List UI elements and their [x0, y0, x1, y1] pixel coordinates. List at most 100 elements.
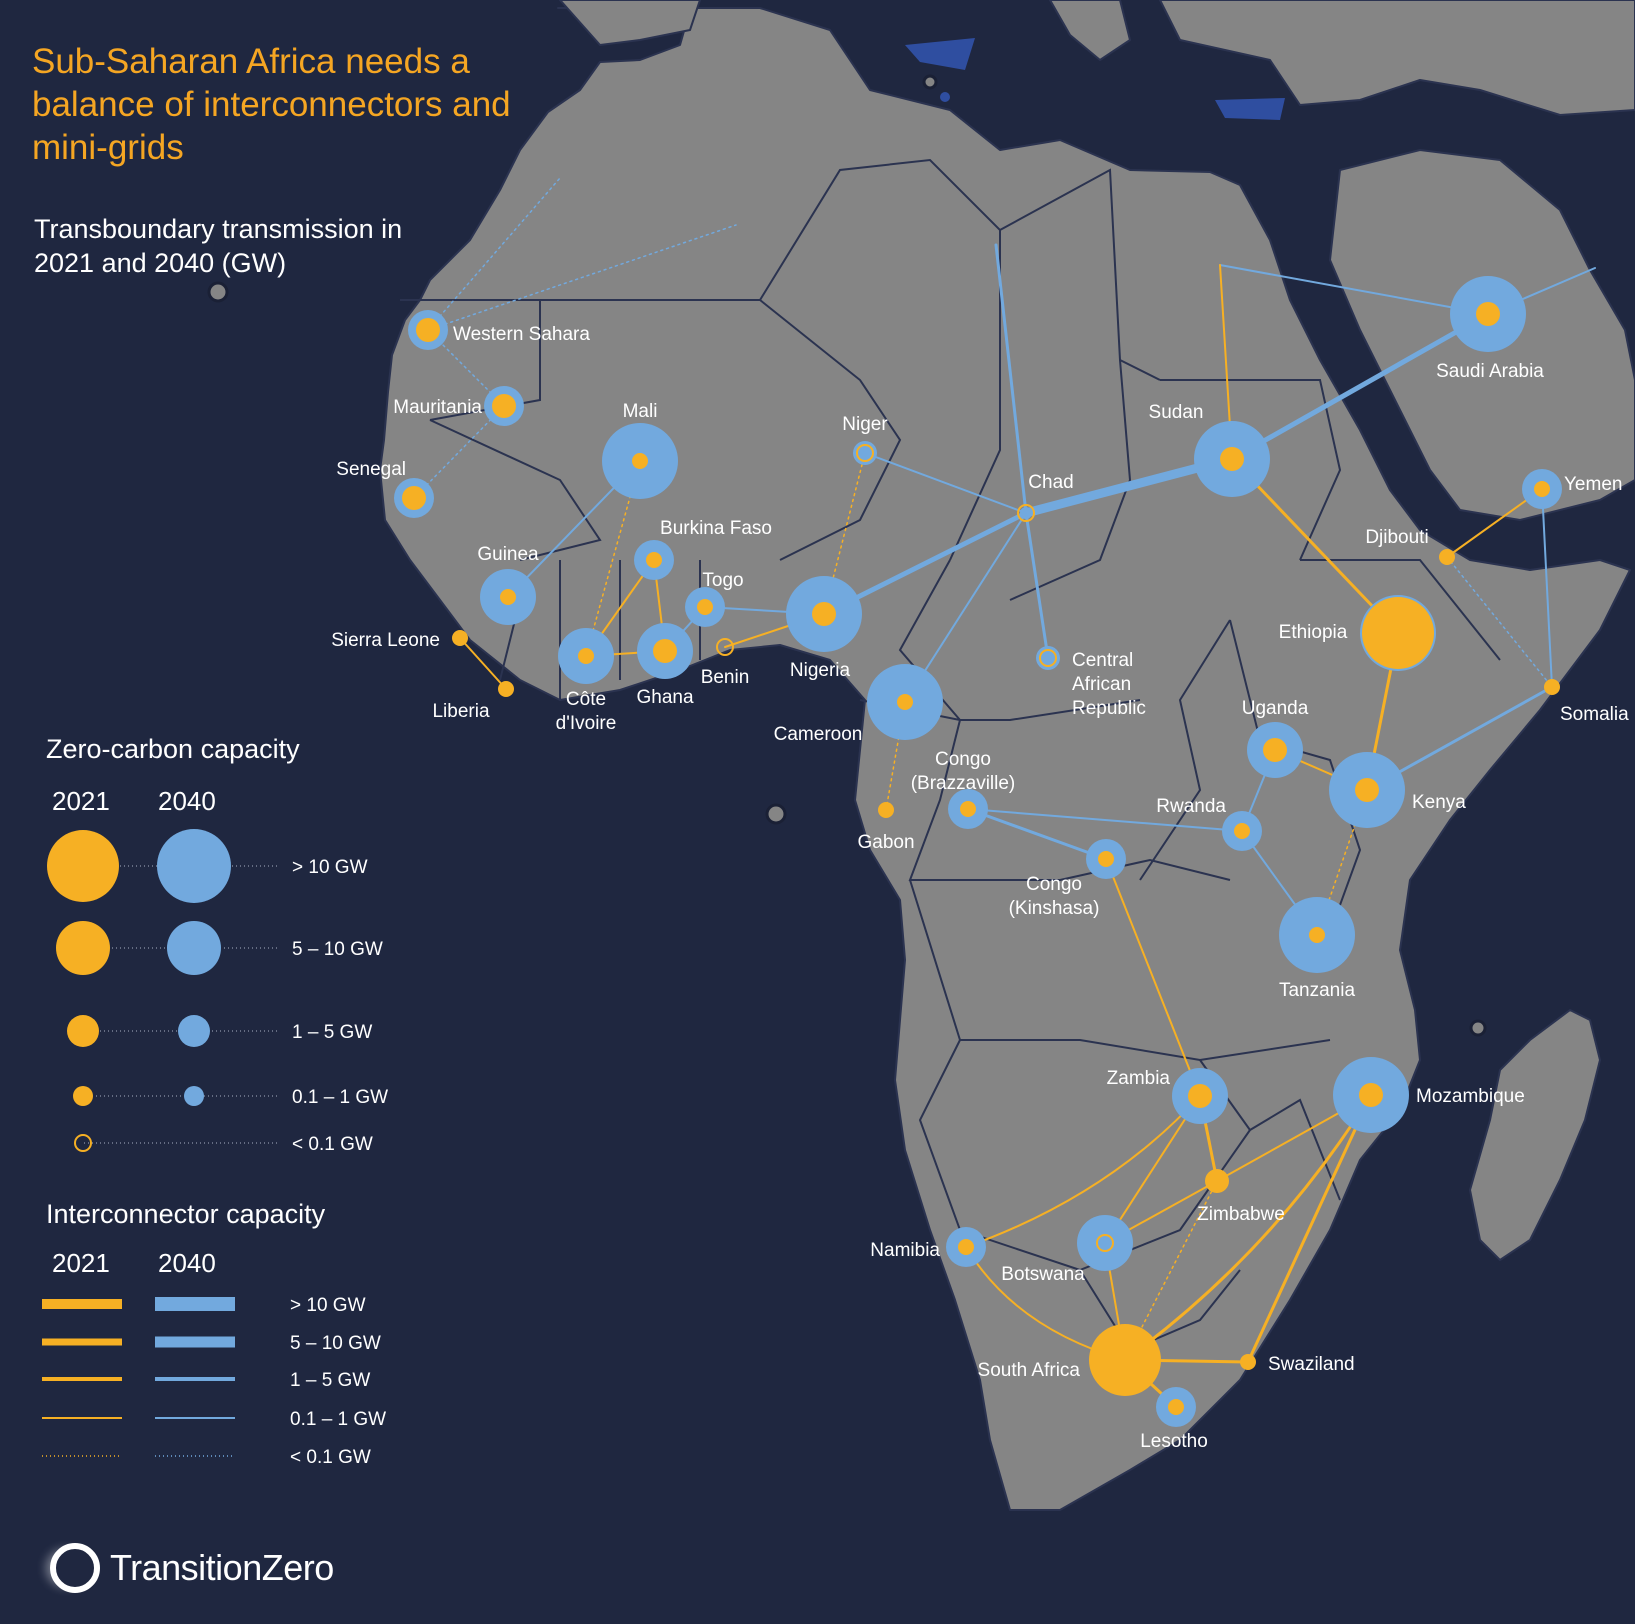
legend-links-year-2021: 2021	[52, 1248, 110, 1278]
country-label-chad: Chad	[1028, 472, 1073, 493]
legend-link-label: 0.1 – 1 GW	[290, 1409, 386, 1430]
transitionzero-logo: TransitionZero	[38, 1540, 334, 1596]
country-label-kenya: Kenya	[1412, 792, 1466, 813]
interconnector-2040-yemen-somalia	[1541, 488, 1553, 688]
legend-nodes-year-2040: 2040	[158, 786, 216, 816]
africa-landmass	[379, 7, 1631, 1511]
node-2021-mauritania	[492, 394, 516, 418]
legend-link-label: > 10 GW	[290, 1295, 366, 1316]
country-label-tanzania: Tanzania	[1279, 980, 1355, 1001]
country-label-sierra-leone: Sierra Leone	[331, 630, 440, 651]
country-label-mauritania: Mauritania	[393, 397, 482, 418]
interconnector-2040-saudi-arabia-egypt	[1219, 264, 1489, 315]
node-2021-sudan	[1220, 447, 1244, 471]
map-subtitle: Transboundary transmission in 2021 and 2…	[34, 214, 403, 278]
node-2021-congo-kinshasa	[1098, 851, 1114, 867]
node-2021-south-africa	[1089, 1324, 1161, 1396]
node-2021-benin	[716, 638, 734, 656]
country-nodes	[394, 276, 1562, 1427]
country-label-mali: Mali	[623, 401, 658, 422]
interconnector-2021-sudan-ethiopia	[1230, 457, 1400, 635]
interconnector-2021-mozambique-south-africa	[1123, 1093, 1373, 1362]
interconnector-2040-western-sahara-morocco	[427, 177, 561, 331]
legend-links-year-2040: 2040	[158, 1248, 216, 1278]
node-2021-niger	[856, 444, 874, 462]
country-label-somalia: Somalia	[1560, 704, 1629, 725]
legend-node-label: 5 – 10 GW	[292, 939, 383, 960]
country-label-swaziland: Swaziland	[1268, 1354, 1355, 1375]
node-2021-yemen	[1534, 481, 1550, 497]
logo-wordmark: TransitionZero	[110, 1547, 334, 1588]
node-2021-djibouti	[1439, 549, 1455, 565]
interconnector-2040-chad-niger	[864, 452, 1027, 514]
legend-node-2040-1	[167, 921, 221, 975]
madagascar	[1469, 1009, 1601, 1261]
country-label-liberia: Liberia	[432, 701, 489, 722]
interconnector-2021-mali-cote-divoire	[585, 460, 641, 657]
node-2021-cameroon	[897, 694, 913, 710]
legend-node-2040-0	[157, 829, 231, 903]
node-2021-congo-brazzaville	[960, 801, 976, 817]
node-2040-botswana	[1077, 1215, 1133, 1271]
legend-interconnector: Interconnector capacity 2021 2040 > 10 G…	[42, 1199, 386, 1468]
interconnector-2040-sudan-saudi-arabia	[1229, 311, 1491, 462]
legend-node-2021-2	[67, 1015, 99, 1047]
interconnector-2021-zambia-namibia	[965, 1095, 1201, 1248]
node-2021-western-sahara	[416, 318, 440, 342]
legend-node-label: 0.1 – 1 GW	[292, 1087, 388, 1108]
country-label-djibouti: Djibouti	[1365, 527, 1428, 548]
country-label-rwanda: Rwanda	[1156, 796, 1226, 817]
country-label-namibia: Namibia	[870, 1240, 940, 1261]
country-label-uganda: Uganda	[1242, 698, 1309, 719]
legend-nodes-title: Zero-carbon capacity	[46, 734, 300, 764]
node-2021-ethiopia	[1362, 597, 1434, 669]
country-label-ghana: Ghana	[636, 687, 693, 708]
legend-zero-carbon: Zero-carbon capacity 2021 2040 > 10 GW 5 …	[46, 734, 388, 1155]
node-2021-car	[1039, 649, 1057, 667]
node-2021-burkina-faso	[646, 552, 662, 568]
legend-link-label: 5 – 10 GW	[290, 1333, 381, 1354]
node-2021-sierra-leone	[452, 630, 468, 646]
legend-node-2040-3	[184, 1086, 204, 1106]
node-2040-chad	[1020, 507, 1032, 519]
node-2021-rwanda	[1234, 823, 1250, 839]
page-title: Sub-Saharan Africa needs a balance of in…	[32, 42, 511, 167]
node-2021-namibia	[958, 1239, 974, 1255]
node-2021-liberia	[498, 681, 514, 697]
country-label-congo-brazzaville: Congo (Brazzaville)	[911, 749, 1016, 794]
country-label-zimbabwe: Zimbabwe	[1197, 1204, 1285, 1225]
country-label-gabon: Gabon	[857, 832, 914, 853]
islands	[207, 38, 1487, 1037]
interconnector-2021-congo-kinshasa-zambia	[1105, 858, 1201, 1097]
country-label-cameroon: Cameroon	[774, 724, 863, 745]
country-label-benin: Benin	[701, 667, 750, 688]
country-borders	[400, 158, 1501, 1352]
interconnector-2040-djibouti-somalia	[1446, 556, 1553, 688]
country-label-yemen: Yemen	[1564, 474, 1622, 495]
legend-node-2021-1	[56, 921, 110, 975]
country-label-guinea: Guinea	[477, 544, 539, 565]
country-label-botswana: Botswana	[1001, 1264, 1085, 1285]
node-2021-uganda	[1263, 738, 1287, 762]
node-2021-cote-divoire	[578, 648, 594, 664]
logo-ring-icon	[50, 1543, 100, 1593]
legend-nodes-year-2021: 2021	[52, 786, 110, 816]
interconnector-2040-congo-brazzaville-congo-kinshasa	[966, 807, 1108, 861]
node-2021-nigeria	[812, 602, 836, 626]
europe-west	[559, 0, 701, 46]
interconnector-2040-chad-libya	[994, 243, 1028, 515]
country-label-nigeria: Nigeria	[790, 660, 851, 681]
country-label-togo: Togo	[702, 570, 743, 591]
legend-node-2021-3	[73, 1086, 93, 1106]
interconnector-2021-zambia-botswana	[1104, 1095, 1201, 1244]
legend-node-2021-0	[47, 830, 119, 902]
country-label-congo-kinshasa: Congo (Kinshasa)	[1009, 874, 1100, 919]
node-2021-kenya	[1355, 778, 1379, 802]
interconnector-2040-western-sahara-algeria	[427, 224, 737, 331]
node-2021-gabon	[878, 802, 894, 818]
node-2021-mozambique	[1359, 1083, 1383, 1107]
legend-links-title: Interconnector capacity	[46, 1199, 326, 1229]
node-2021-chad	[1017, 504, 1035, 522]
legend-node-label: > 10 GW	[292, 857, 368, 878]
node-2021-guinea	[500, 589, 516, 605]
